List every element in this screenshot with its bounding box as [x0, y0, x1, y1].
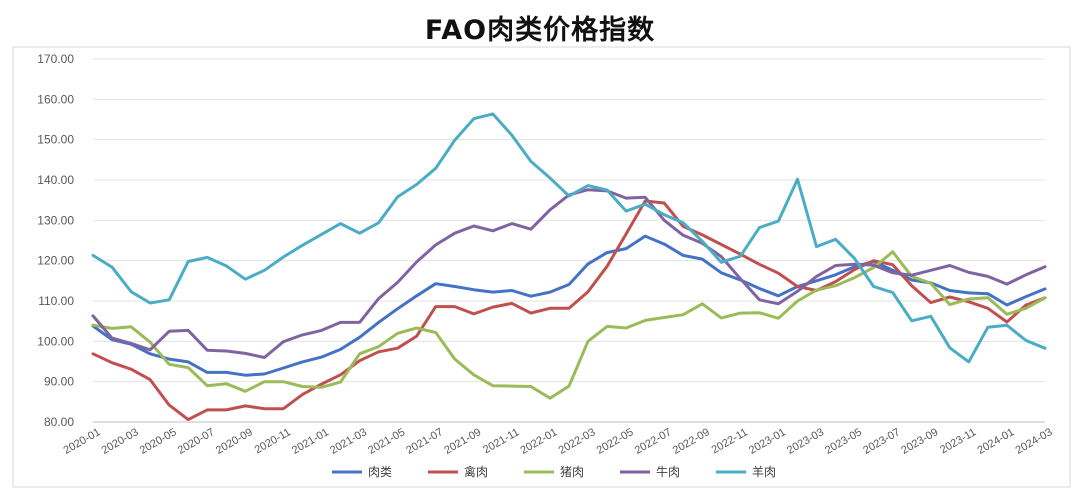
legend-label-1: 禽肉	[464, 464, 488, 479]
x-tick-label: 2023-11	[938, 426, 978, 456]
x-tick-label: 2021-01	[290, 426, 331, 457]
plot-area-border	[12, 46, 1071, 488]
y-axis: 80.00 90.00 100.00 110.00 120.00 130.00 140.00…	[37, 52, 74, 429]
x-tick-label: 2024-03	[1014, 426, 1055, 457]
x-tick-label: 2021-11	[481, 426, 521, 456]
y-tick-label: 80.00	[44, 415, 74, 429]
x-tick-label: 2023-09	[899, 426, 940, 457]
x-tick-label: 2022-05	[595, 426, 636, 457]
y-tick-label: 160.00	[37, 92, 74, 106]
legend-label-3: 牛肉	[656, 464, 680, 479]
x-tick-label: 2020-07	[176, 426, 217, 457]
legend-label-4: 羊肉	[752, 464, 776, 479]
x-tick-label: 2021-05	[366, 426, 407, 457]
x-tick-label: 2023-05	[823, 426, 864, 457]
x-tick-label: 2022-09	[671, 426, 712, 457]
x-tick-label: 2022-11	[710, 426, 750, 456]
y-tick-label: 100.00	[37, 334, 74, 348]
x-tick-label: 2020-05	[138, 426, 179, 457]
chart-title: FAO肉类价格指数	[424, 15, 656, 46]
series-line-2	[91, 250, 1047, 400]
x-tick-label: 2024-01	[975, 426, 1016, 457]
x-tick-label: 2022-03	[557, 426, 598, 457]
x-tick-label: 2022-01	[518, 426, 559, 457]
x-tick-label: 2021-09	[442, 426, 483, 457]
x-axis: 2020-012020-032020-052020-072020-092020-…	[62, 426, 1055, 457]
x-tick-label: 2021-03	[328, 426, 369, 457]
x-tick-label: 2021-07	[404, 426, 445, 457]
series-line-0	[91, 234, 1047, 377]
legend-label-2: 猪肉	[560, 465, 584, 479]
y-tick-label: 170.00	[37, 52, 74, 66]
gridlines	[93, 58, 1045, 423]
x-tick-label: 2023-01	[747, 426, 788, 457]
y-tick-label: 130.00	[37, 213, 74, 227]
x-tick-label: 2020-09	[214, 426, 255, 457]
y-tick-label: 120.00	[37, 254, 74, 268]
x-tick-label: 2020-03	[100, 426, 141, 457]
y-tick-label: 110.00	[38, 294, 74, 308]
y-tick-label: 90.00	[44, 375, 74, 389]
x-tick-label: 2023-03	[785, 426, 826, 457]
series-line-4	[91, 112, 1047, 364]
series-line-1	[91, 199, 1047, 422]
y-tick-label: 140.00	[37, 173, 74, 187]
x-tick-label: 2022-07	[633, 426, 674, 457]
series-lines	[91, 112, 1047, 422]
legend-label-0: 肉类	[368, 465, 392, 479]
x-tick-label: 2020-11	[253, 426, 293, 456]
x-tick-label: 2020-01	[62, 426, 103, 457]
legend: 肉类 禽肉 猪肉 牛肉 羊肉	[332, 464, 776, 479]
x-tick-label: 2023-07	[861, 426, 902, 457]
y-tick-label: 150.00	[37, 133, 74, 147]
